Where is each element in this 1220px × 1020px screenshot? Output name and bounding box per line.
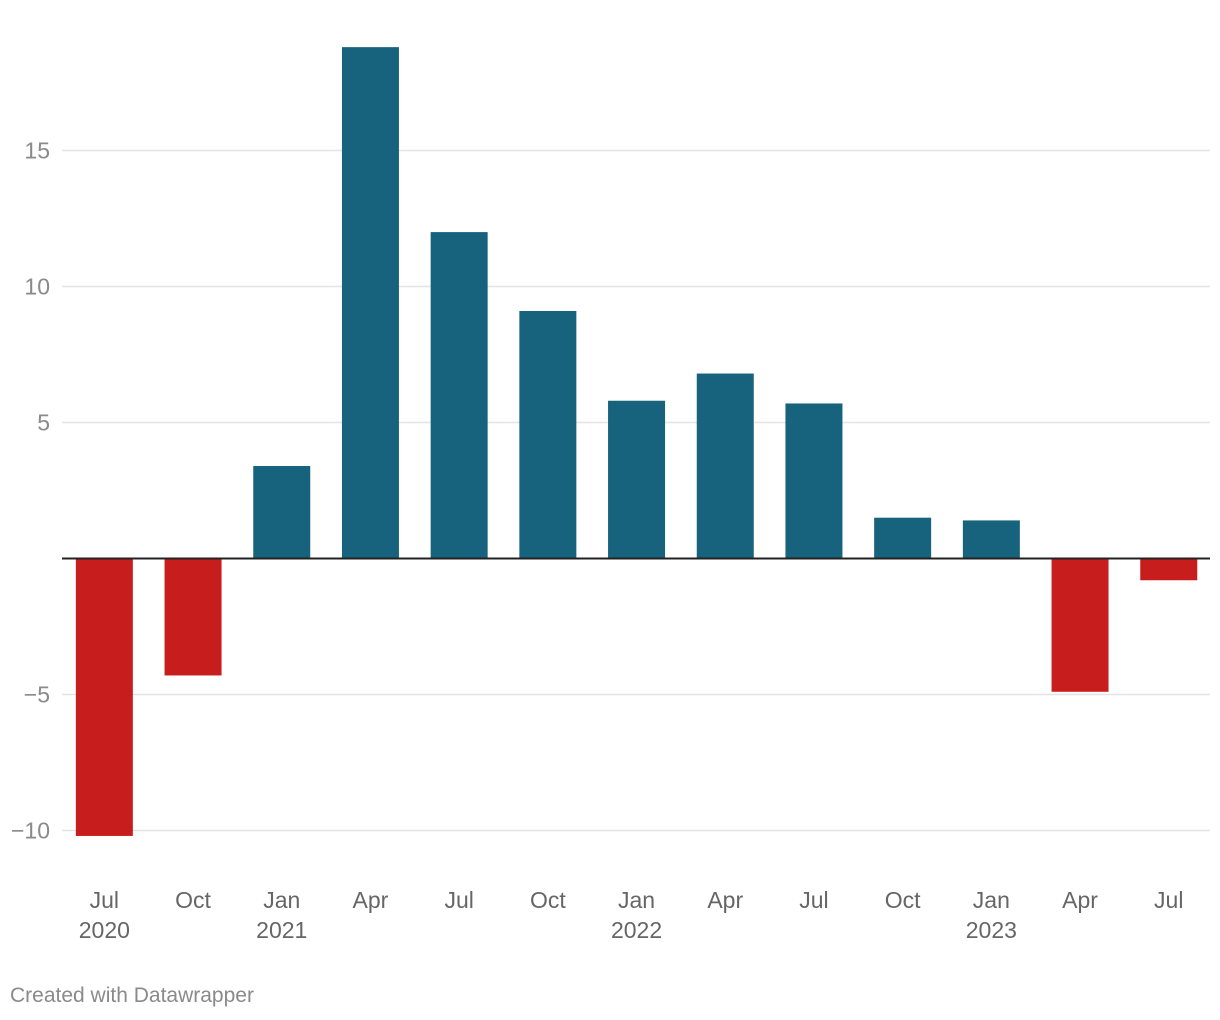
bars (75, 47, 1198, 836)
bar (1051, 558, 1109, 692)
bar (696, 373, 754, 559)
x-tick-month: Oct (885, 887, 921, 913)
x-tick-month: Apr (353, 887, 389, 913)
x-tick-month: Jul (444, 887, 473, 913)
x-tick-year: 2020 (79, 917, 130, 943)
y-axis-ticks: −10 −5 5 10 15 (11, 138, 50, 844)
y-tick-label: 5 (37, 410, 50, 436)
bar (962, 520, 1020, 559)
x-tick-month: Jan (263, 887, 300, 913)
y-tick-label: 10 (24, 274, 50, 300)
x-tick-month: Apr (707, 887, 743, 913)
y-tick-label: −10 (11, 818, 50, 844)
x-axis-ticks: Jul 2020 Oct Jan 2021 Apr Jul Oct Jan 2022 Apr Jul O… (79, 887, 1184, 943)
bar (75, 558, 133, 836)
bar (430, 232, 488, 559)
y-tick-label: 15 (24, 138, 50, 164)
bar (164, 558, 222, 676)
bar (1140, 558, 1198, 581)
bar (874, 517, 932, 559)
bar (608, 400, 666, 559)
x-tick-year: 2022 (611, 917, 662, 943)
x-tick-month: Oct (530, 887, 566, 913)
x-tick-month: Jan (618, 887, 655, 913)
bar (785, 403, 843, 559)
x-tick-year: 2021 (256, 917, 307, 943)
x-tick-month: Jul (799, 887, 828, 913)
x-tick-month: Jan (973, 887, 1010, 913)
y-tick-label: −5 (24, 682, 50, 708)
x-tick-month: Oct (175, 887, 211, 913)
bar (253, 466, 311, 559)
x-tick-year: 2023 (966, 917, 1017, 943)
bar (519, 310, 577, 559)
bar (341, 47, 399, 559)
x-tick-month: Jul (90, 887, 119, 913)
x-tick-month: Apr (1062, 887, 1098, 913)
datawrapper-credit: Created with Datawrapper (10, 984, 254, 1007)
x-tick-month: Jul (1154, 887, 1183, 913)
